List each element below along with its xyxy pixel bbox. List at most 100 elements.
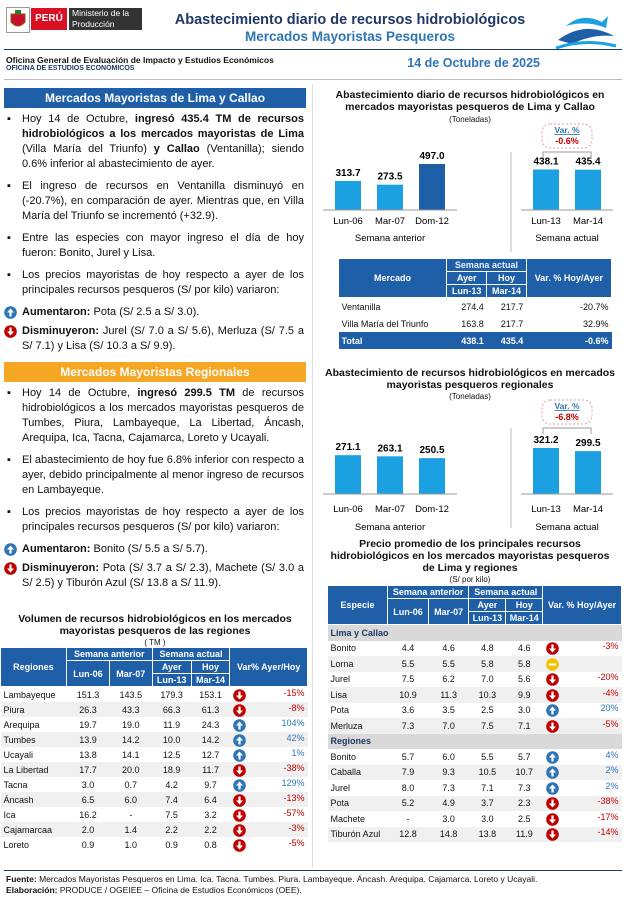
icon-arrow [235,766,243,774]
cell: 143.5 [119,689,143,700]
annotation-title: Var. % [554,125,579,135]
footer-credit: Elaboración: PRODUCE / OGEIEE – Oficina … [6,885,622,895]
category-label: Dom-12 [415,504,449,515]
header-cell: Mar-14 [190,673,231,687]
cell: Pota [327,795,388,811]
table-row: Tacna 3.0 0.7 4.2 9.7 129% [1,777,308,792]
table-subtitle: (S/ por kilo) [449,575,491,584]
icon-arrow [235,751,243,759]
cell: 18.9 [152,762,192,777]
cell: 12.8 [387,826,429,842]
header-cell: Semana actual [446,258,527,272]
trend-icon [545,642,559,656]
icon-arrow [548,768,556,777]
chart: 313.7 Lun-06 273.5 Mar-07 497.0 Dom-12 Semana … [323,123,613,252]
table-row: Áncash 6.5 6.0 7.4 6.4 -13% [0,792,308,807]
header-row: Regiones Semana anterior Semana actual Var%… [0,647,308,687]
category-label: Lun-06 [333,504,363,515]
icon-arrow [7,545,14,554]
trend-icon [545,673,559,687]
table: Regiones Semana anterior Semana actual Var%… [0,647,308,852]
group-label: Semana actual [535,233,598,244]
var-cell: -3% [229,822,308,837]
header-cell: Ayer [446,271,488,285]
cell: Ventanilla [341,301,381,312]
header-rule [4,49,622,50]
bullet-marker: ▪ [7,180,11,192]
annotation-bracket [542,427,592,434]
var-value: 2% [605,780,619,791]
var-value: 2% [605,765,619,776]
bullet-marker: ▪ [7,387,11,399]
table-row: Jurel 7.5 6.2 7.0 5.6 -20% [328,672,622,688]
cell: 438.1 [446,332,487,349]
header-row: Lun-13 Mar-14 [328,611,622,625]
trend-icon [545,657,559,671]
cell: 7.3 [518,782,531,793]
trend-line: Aumentaron: Pota (S/ 2.5 a S/ 3.0). [4,305,304,320]
header-cell: Semana actual [151,647,231,661]
cell: La Libertad [0,762,67,777]
trend-icon [233,763,246,777]
text-run: Hoy 14 de Octubre, [22,113,135,125]
text-run: Aumentaron: [22,543,91,555]
cell: Ucayali [3,749,34,760]
cell: Jurel [330,674,351,685]
var-value: -14% [597,827,619,838]
cell: Tumbes [0,732,67,747]
bar [533,448,559,494]
text-run: de recursos hidrobiológicos a los mercad… [22,387,304,444]
bullet-item: ▪ Hoy 14 de Octubre, ingresó 299.5 TM de … [4,386,304,446]
annotation-text: -0.6% [555,136,579,146]
var-cell: 1% [230,747,308,762]
text-run: Elaboración: [6,885,58,895]
cell: Lambayeque [3,689,56,700]
trend-icon [233,733,246,747]
header-cell: Lun-13 [151,673,192,687]
var-value: 1% [291,747,305,758]
table-row: Cajamarcaa 2.0 1.4 2.2 2.2 -3% [0,822,308,837]
header-row: Lun-13 Mar-14 [339,284,612,298]
var-value: -20% [597,672,619,683]
header-cell: Semana anterior [65,647,153,661]
cell: 11.3 [428,687,469,703]
chart-title: Abastecimiento de recursos hidrobiológic… [325,367,615,391]
text-run: Disminuyeron: [22,325,100,337]
cell: 3.6 [401,705,415,716]
var-value: -15% [283,687,305,698]
category-label: Lun-13 [531,216,561,227]
var-cell: -20% [543,672,622,688]
category-label: Mar-07 [375,504,405,515]
header-cell: Mercado [337,258,448,298]
cell: 6.4 [191,792,230,807]
icon-arrow [235,721,243,729]
table-row: Tumbes 13.9 14.2 10.0 14.2 42% [0,732,308,747]
table-row: Lisa 10.9 11.3 10.3 9.9 -4% [327,687,622,703]
section-title: Mercados Mayoristas Regionales [4,362,306,382]
bar [335,455,361,494]
crest [6,7,30,33]
cell: 24.3 [201,719,220,730]
icon-arrow [7,308,14,317]
header-cell: Lun-13 [468,611,507,625]
cell: 4.8 [481,643,494,654]
trend-icon [545,828,559,842]
icon-arrow [548,706,556,715]
table-wrap: Especie Semana anterior Semana actual Var. … [327,585,622,842]
bar [575,169,601,210]
annotation-title: Var. % [554,401,579,411]
cell: 163.8 [461,318,484,329]
header-cell: Mar-14 [505,611,544,625]
text-run: El ingreso de recursos en Ventanilla dis… [22,180,304,222]
trend-icon [4,306,17,319]
cell: 20.0 [109,762,153,777]
value-label: 497.0 [419,151,444,162]
cell: 14.1 [122,749,140,760]
crest-icon [10,10,26,27]
category-label: Mar-14 [573,504,603,515]
bar [419,458,445,494]
fish-logo [555,16,617,50]
header-row: Especie Semana anterior Semana actual Var. … [327,585,622,625]
bullet-marker: ▪ [7,113,11,125]
